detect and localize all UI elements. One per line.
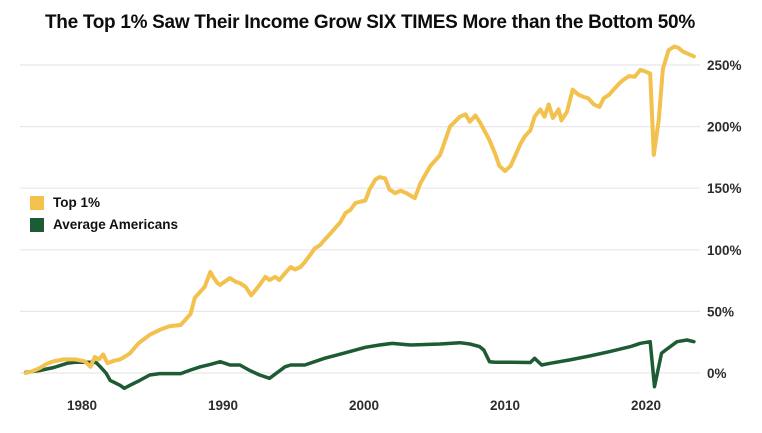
y-tick-label-150%: 150% <box>707 181 742 196</box>
legend-item-top-1: Top 1% <box>30 195 178 210</box>
x-tick-label-2020: 2020 <box>631 398 661 413</box>
x-tick-label-2000: 2000 <box>349 398 379 413</box>
x-tick-label-1990: 1990 <box>208 398 238 413</box>
legend-swatch-average-americans <box>30 217 44 232</box>
x-tick-label-2010: 2010 <box>490 398 520 413</box>
series-line-top-1- <box>23 44 696 375</box>
legend: Top 1% Average Americans <box>30 195 178 232</box>
legend-label-average-americans: Average Americans <box>53 217 179 232</box>
y-tick-label-250%: 250% <box>707 58 742 73</box>
y-tick-label-200%: 200% <box>707 120 742 135</box>
x-tick-label-1980: 1980 <box>67 398 97 413</box>
y-tick-label-100%: 100% <box>707 243 742 258</box>
chart-title: The Top 1% Saw Their Income Grow SIX TIM… <box>45 12 695 33</box>
y-tick-label-50%: 50% <box>707 304 734 319</box>
y-tick-label-0%: 0% <box>707 366 727 381</box>
series-line-average-americans <box>23 338 696 391</box>
legend-swatch-top-1 <box>30 195 44 210</box>
legend-label-top-1: Top 1% <box>53 195 100 210</box>
legend-item-average-americans: Average Americans <box>30 217 178 232</box>
